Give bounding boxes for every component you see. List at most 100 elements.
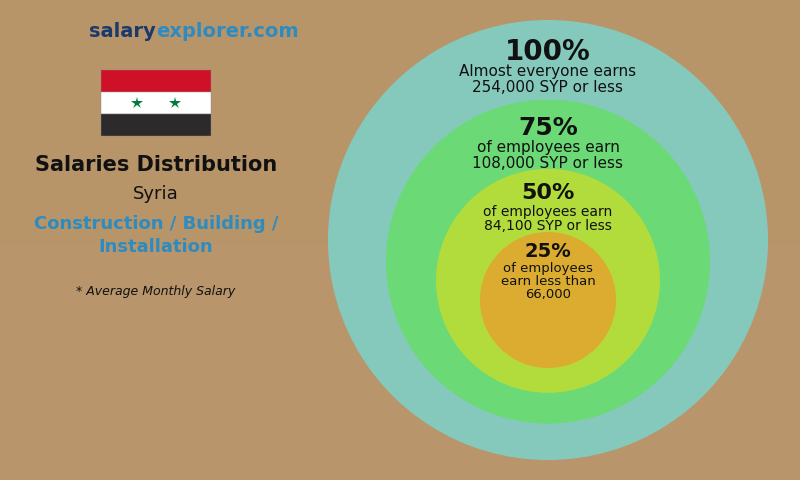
Bar bbox=[0, 350, 800, 355]
Bar bbox=[0, 53, 800, 58]
Bar bbox=[0, 211, 800, 216]
Bar bbox=[0, 125, 800, 130]
Bar bbox=[0, 14, 800, 19]
Text: 108,000 SYP or less: 108,000 SYP or less bbox=[473, 156, 623, 170]
Text: 66,000: 66,000 bbox=[525, 288, 571, 301]
Bar bbox=[0, 307, 800, 312]
Bar bbox=[0, 298, 800, 302]
Bar bbox=[0, 456, 800, 461]
Bar bbox=[0, 413, 800, 418]
Bar bbox=[0, 326, 800, 331]
Text: 75%: 75% bbox=[518, 116, 578, 140]
Text: Installation: Installation bbox=[98, 238, 214, 256]
Bar bbox=[0, 106, 800, 110]
Bar bbox=[0, 466, 800, 470]
Bar bbox=[0, 240, 800, 245]
Bar bbox=[0, 86, 800, 91]
Bar bbox=[0, 278, 800, 283]
Bar bbox=[0, 475, 800, 480]
Bar bbox=[0, 158, 800, 163]
Text: Construction / Building /: Construction / Building / bbox=[34, 215, 278, 233]
Bar bbox=[0, 149, 800, 154]
Text: 25%: 25% bbox=[525, 242, 571, 261]
Bar bbox=[0, 216, 800, 221]
Bar bbox=[0, 187, 800, 192]
Bar bbox=[0, 62, 800, 67]
Bar bbox=[0, 134, 800, 139]
Bar bbox=[101, 114, 211, 136]
Text: explorer.com: explorer.com bbox=[156, 22, 298, 41]
Bar bbox=[0, 370, 800, 374]
Bar bbox=[0, 230, 800, 235]
Text: Almost everyone earns: Almost everyone earns bbox=[459, 64, 637, 79]
Bar bbox=[0, 202, 800, 206]
Text: earn less than: earn less than bbox=[501, 275, 595, 288]
Bar bbox=[0, 427, 800, 432]
Bar bbox=[0, 58, 800, 62]
Bar bbox=[0, 254, 800, 259]
Text: of employees earn: of employees earn bbox=[477, 140, 619, 155]
Bar bbox=[0, 48, 800, 53]
Text: of employees earn: of employees earn bbox=[483, 205, 613, 219]
Bar bbox=[0, 67, 800, 72]
Bar bbox=[0, 341, 800, 346]
Bar bbox=[0, 418, 800, 422]
Bar bbox=[0, 389, 800, 394]
Text: 254,000 SYP or less: 254,000 SYP or less bbox=[473, 80, 623, 95]
Bar bbox=[0, 221, 800, 226]
Bar bbox=[0, 283, 800, 288]
Bar bbox=[0, 461, 800, 466]
Bar bbox=[0, 139, 800, 144]
Bar bbox=[0, 331, 800, 336]
Bar bbox=[0, 178, 800, 182]
Bar bbox=[0, 0, 800, 5]
Bar bbox=[0, 82, 800, 86]
Bar bbox=[0, 206, 800, 211]
Ellipse shape bbox=[386, 100, 710, 424]
Bar bbox=[0, 336, 800, 341]
Text: * Average Monthly Salary: * Average Monthly Salary bbox=[76, 285, 236, 298]
Bar bbox=[0, 245, 800, 250]
Bar bbox=[0, 317, 800, 322]
Bar bbox=[0, 346, 800, 350]
Bar bbox=[0, 29, 800, 34]
Bar bbox=[0, 374, 800, 379]
Bar bbox=[0, 437, 800, 442]
Bar bbox=[101, 70, 211, 92]
Bar bbox=[0, 144, 800, 149]
Bar bbox=[0, 110, 800, 115]
Bar bbox=[0, 398, 800, 403]
Bar bbox=[0, 360, 800, 365]
Bar bbox=[0, 192, 800, 197]
Bar bbox=[0, 293, 800, 298]
Bar bbox=[0, 34, 800, 38]
Text: of employees: of employees bbox=[503, 262, 593, 275]
Bar bbox=[0, 173, 800, 178]
Bar bbox=[0, 322, 800, 326]
Bar bbox=[0, 264, 800, 269]
Bar bbox=[0, 384, 800, 389]
Bar bbox=[0, 302, 800, 307]
Bar bbox=[0, 312, 800, 317]
Bar bbox=[0, 77, 800, 82]
Bar bbox=[0, 38, 800, 43]
Bar bbox=[0, 10, 800, 14]
Bar bbox=[0, 168, 800, 173]
Bar bbox=[101, 92, 211, 114]
Bar bbox=[0, 96, 800, 101]
Bar bbox=[0, 403, 800, 408]
Bar bbox=[0, 269, 800, 274]
Text: 100%: 100% bbox=[505, 38, 591, 66]
Bar bbox=[0, 250, 800, 254]
Text: 84,100 SYP or less: 84,100 SYP or less bbox=[484, 219, 612, 233]
Bar bbox=[0, 101, 800, 106]
Bar bbox=[0, 43, 800, 48]
Bar bbox=[0, 182, 800, 187]
Ellipse shape bbox=[480, 232, 616, 368]
Text: Syria: Syria bbox=[133, 185, 179, 203]
Text: 50%: 50% bbox=[522, 183, 574, 203]
Bar bbox=[0, 120, 800, 125]
Bar bbox=[0, 235, 800, 240]
Bar bbox=[0, 288, 800, 293]
Bar bbox=[0, 451, 800, 456]
